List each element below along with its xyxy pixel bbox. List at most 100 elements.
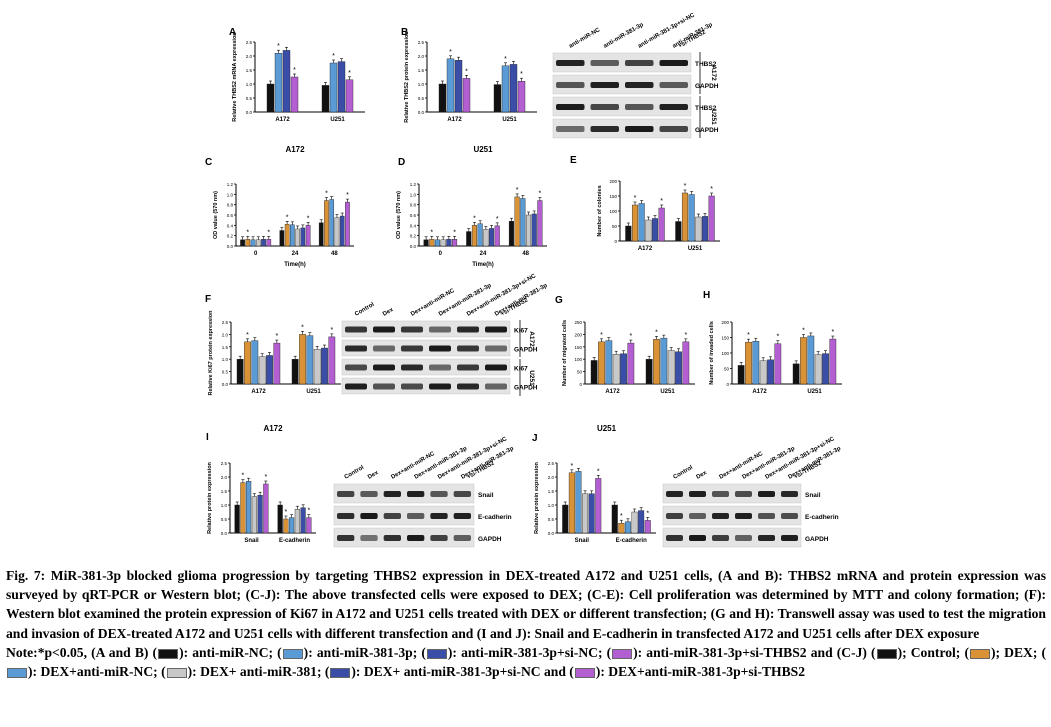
blot-b-band <box>659 60 688 66</box>
significance-mark-g: * <box>684 332 687 339</box>
blot-i-band <box>337 513 355 519</box>
blot-f-band <box>345 364 367 371</box>
blot-f-band <box>485 383 507 390</box>
blot-b-membrane <box>552 74 692 95</box>
significance-mark-a: * <box>332 53 335 60</box>
significance-mark-d: * <box>516 187 519 194</box>
significance-mark-b: * <box>520 71 523 78</box>
y-axis-label-i: Relative protein expression <box>207 461 213 533</box>
significance-mark-c: * <box>325 191 328 198</box>
bar-h <box>745 341 752 385</box>
y-tick-label-j: 1.5 <box>548 489 555 494</box>
note-part: ): DEX+anti-miR-381-3p+si-THBS2 <box>595 664 806 680</box>
significance-mark-c: * <box>307 215 310 222</box>
y-tick-label-a: 1.5 <box>246 68 253 73</box>
blot-b-band <box>556 126 585 132</box>
blot-b-band <box>590 82 619 88</box>
x-axis-label-c: Time(h) <box>284 262 306 268</box>
blot-b-band <box>556 104 585 110</box>
blot-b-cell-label: U251 <box>710 109 717 125</box>
y-tick-label-d: 0.2 <box>410 234 417 239</box>
blot-i-band <box>337 535 355 541</box>
blot-f-band <box>457 364 479 371</box>
y-axis-label-d: OD value (570 nm) <box>396 191 402 239</box>
y-tick-label-f: 1.0 <box>222 357 229 362</box>
bar-f <box>313 349 321 385</box>
bar-c <box>284 224 290 247</box>
bar-j <box>644 520 651 534</box>
x-tick-label-a: U251 <box>330 117 345 123</box>
y-tick-label-j: 1.0 <box>548 503 555 508</box>
bar-d <box>466 231 472 247</box>
bar-d <box>423 239 429 247</box>
bar-b <box>509 64 518 113</box>
bar-j <box>575 471 582 534</box>
y-tick-label-j: 2.0 <box>548 475 555 480</box>
y-axis-label-a: Relative THBS2 mRNA expression <box>232 32 238 122</box>
bar-i <box>246 481 252 534</box>
blot-f-row-label: Ki67 <box>514 366 528 373</box>
blot-f-membrane <box>341 358 511 376</box>
blot-j-column-label: Dex <box>696 470 709 481</box>
y-tick-label-a: 0.5 <box>246 96 253 101</box>
bar-g <box>660 337 668 385</box>
swatch-purple-icon <box>574 667 595 678</box>
y-axis-label-h: Number of invaded cells <box>709 321 715 385</box>
bar-h <box>737 365 745 385</box>
y-tick-label-j: 0.0 <box>548 531 555 536</box>
significance-mark-c: * <box>346 192 349 199</box>
y-tick-label-f: 2.5 <box>222 320 229 325</box>
swatch-navy-icon <box>330 667 351 678</box>
bar-g <box>605 340 613 385</box>
swatch-orange-icon <box>969 648 990 659</box>
y-tick-label-d: 0.4 <box>410 223 417 228</box>
note-part: ); Control; ( <box>897 644 969 660</box>
bar-f <box>251 340 259 385</box>
blot-j-band <box>758 491 775 497</box>
significance-mark-g: * <box>600 332 603 339</box>
bar-c <box>305 225 311 247</box>
x-tick-label-i: Snail <box>244 538 259 544</box>
x-tick-label-f: U251 <box>306 389 321 395</box>
bar-h <box>759 360 767 385</box>
blot-f-band <box>373 326 395 333</box>
bar-d <box>452 239 458 247</box>
blot-f-band <box>373 364 395 371</box>
note-part: ): DEX+ anti-miR-381; ( <box>187 664 330 680</box>
panel-label-f: F <box>205 294 211 305</box>
blot-j-band <box>666 513 683 519</box>
bar-c <box>329 199 335 247</box>
bar-a <box>337 61 346 113</box>
blot-f-band <box>401 345 423 352</box>
blot-i-membrane <box>333 505 475 526</box>
blot-i-band <box>383 513 401 519</box>
x-tick-label-a: A172 <box>275 117 290 123</box>
bar-d <box>531 213 537 247</box>
significance-mark-d: * <box>430 229 433 236</box>
x-tick-label-e: U251 <box>688 246 703 252</box>
blot-j-band <box>781 535 798 541</box>
bar-d <box>508 220 514 247</box>
panel-label-j: J <box>532 433 538 444</box>
blot-i-band <box>383 491 401 497</box>
blot-f-column-label: Dex <box>382 307 395 318</box>
blot-f-row-label: Ki67 <box>514 328 528 335</box>
bar-a <box>329 62 338 113</box>
bar-b <box>446 58 455 113</box>
blot-j-band <box>781 491 798 497</box>
y-tick-label-d: 0.8 <box>410 203 417 208</box>
significance-mark-c: * <box>286 214 289 221</box>
blot-b-band <box>556 60 585 66</box>
bar-c <box>255 239 261 247</box>
blot-b-membrane <box>552 118 692 139</box>
bar-j <box>611 504 618 534</box>
x-tick-label-c: 0 <box>254 251 258 257</box>
bar-c <box>279 230 285 247</box>
y-tick-label-g: 250 <box>574 320 582 325</box>
blot-f-column-label: Dex+anti-miR-NC <box>410 288 456 318</box>
blot-i-band <box>430 513 448 519</box>
bar-i <box>263 483 269 534</box>
bar-i <box>300 507 306 534</box>
bar-b <box>454 60 463 113</box>
bar-g <box>682 341 690 385</box>
